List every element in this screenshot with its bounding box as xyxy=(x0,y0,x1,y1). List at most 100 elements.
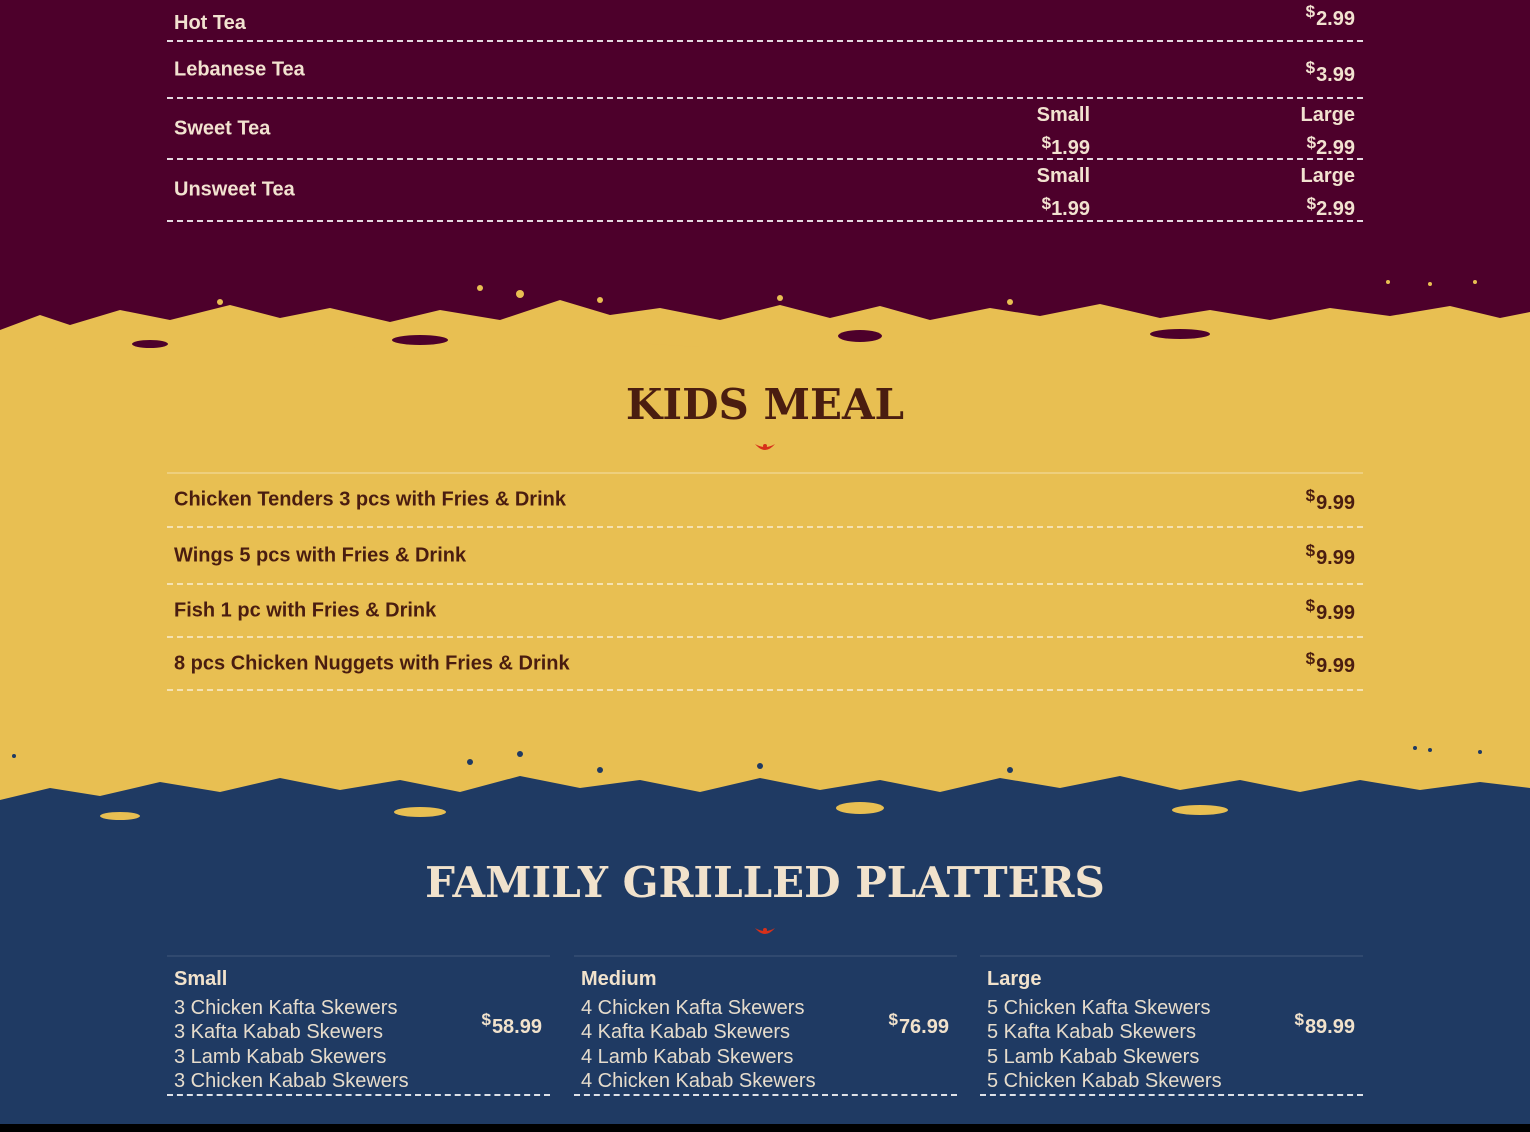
currency-symbol: $ xyxy=(888,1010,898,1029)
platter-size: Large xyxy=(987,968,1042,990)
currency-symbol: $ xyxy=(1305,649,1316,668)
price: $2.99 xyxy=(1307,194,1355,220)
price-value: 9.99 xyxy=(1316,602,1355,624)
tea-section: Hot Tea $2.99 Lebanese Tea $3.99 Sweet T… xyxy=(0,0,1530,330)
platter-items: 4 Chicken Kafta Skewers 4 Kafta Kabab Sk… xyxy=(581,996,816,1093)
platter-price: $89.99 xyxy=(1294,1010,1355,1039)
item-price: $9.99 xyxy=(1306,486,1355,515)
platter-size: Small xyxy=(174,968,228,990)
platter-items: 5 Chicken Kafta Skewers 5 Kafta Kabab Sk… xyxy=(987,996,1222,1093)
price-value: 76.99 xyxy=(898,1016,949,1038)
currency-symbol: $ xyxy=(1041,133,1052,152)
size-label: Large xyxy=(1300,104,1355,126)
list-item: 4 Kafta Kabab Skewers xyxy=(581,1021,791,1044)
bottom-bar xyxy=(0,1124,1530,1132)
price-value: 1.99 xyxy=(1051,137,1090,159)
menu-row: Lebanese Tea $3.99 xyxy=(167,42,1363,99)
currency-symbol: $ xyxy=(1305,541,1316,560)
price-value: 2.99 xyxy=(1316,8,1355,30)
menu-row: Wings 5 pcs with Fries & Drink $9.99 xyxy=(167,528,1363,585)
small-size-price: Small $1.99 xyxy=(1037,162,1090,223)
large-size-price: Large $2.99 xyxy=(1301,101,1355,162)
list-item: 5 Chicken Kafta Skewers xyxy=(987,997,1211,1019)
item-price: $2.99 xyxy=(1306,2,1355,31)
currency-symbol: $ xyxy=(1306,194,1317,213)
item-price: $9.99 xyxy=(1306,541,1355,570)
currency-symbol: $ xyxy=(1305,596,1316,615)
platter-price: $58.99 xyxy=(481,1010,542,1039)
divider xyxy=(574,955,957,957)
price-value: 3.99 xyxy=(1316,64,1355,86)
list-item: 4 Chicken Kafta Skewers xyxy=(581,997,805,1019)
tea-list: Hot Tea $2.99 Lebanese Tea $3.99 Sweet T… xyxy=(167,0,1363,222)
price: $1.99 xyxy=(1042,133,1090,159)
platter-small: Small 3 Chicken Kafta Skewers 3 Kafta Ka… xyxy=(167,960,550,1096)
currency-symbol: $ xyxy=(1041,194,1052,213)
ornament-icon xyxy=(755,928,775,934)
currency-symbol: $ xyxy=(481,1010,491,1029)
item-name: Hot Tea xyxy=(174,12,246,34)
kids-meal-section: KIDS MEAL Chicken Tenders 3 pcs with Fri… xyxy=(0,330,1530,800)
item-name: Lebanese Tea xyxy=(174,58,305,80)
ornament-icon xyxy=(755,444,775,450)
price-value: 2.99 xyxy=(1316,137,1355,159)
list-item: 3 Chicken Kafta Skewers xyxy=(174,997,398,1019)
list-item: 5 Kafta Kabab Skewers xyxy=(987,1021,1197,1044)
item-name: Chicken Tenders 3 pcs with Fries & Drink xyxy=(174,488,566,511)
currency-symbol: $ xyxy=(1305,58,1316,77)
section-title: KIDS MEAL xyxy=(625,380,905,429)
currency-symbol: $ xyxy=(1305,486,1316,505)
list-item: 3 Lamb Kabab Skewers xyxy=(174,1045,387,1068)
price-value: 89.99 xyxy=(1304,1016,1355,1038)
kids-list: Chicken Tenders 3 pcs with Fries & Drink… xyxy=(167,474,1363,691)
section-title: FAMILY GRILLED PLATTERS xyxy=(425,858,1105,907)
menu-row: Sweet Tea Small $1.99 Large $2.99 xyxy=(167,99,1363,160)
platter-large: Large 5 Chicken Kafta Skewers 5 Kafta Ka… xyxy=(980,960,1363,1096)
price-value: 1.99 xyxy=(1051,198,1090,220)
family-platters-section: FAMILY GRILLED PLATTERS Small 3 Chicken … xyxy=(0,800,1530,1124)
item-name: Fish 1 pc with Fries & Drink xyxy=(174,599,437,621)
price-value: 9.99 xyxy=(1316,655,1355,677)
price-value: 58.99 xyxy=(491,1016,542,1038)
item-price: $9.99 xyxy=(1306,649,1355,678)
item-name: Sweet Tea xyxy=(174,117,271,139)
price-value: 9.99 xyxy=(1316,492,1355,514)
menu-row: Chicken Tenders 3 pcs with Fries & Drink… xyxy=(167,474,1363,528)
item-name: Unsweet Tea xyxy=(174,178,295,201)
size-label: Large xyxy=(1300,165,1355,187)
item-name: Wings 5 pcs with Fries & Drink xyxy=(174,544,467,566)
large-size-price: Large $2.99 xyxy=(1301,162,1355,223)
price-value: 2.99 xyxy=(1316,198,1355,220)
platter-size: Medium xyxy=(581,968,657,990)
platter-price: $76.99 xyxy=(888,1010,949,1039)
menu-row: 8 pcs Chicken Nuggets with Fries & Drink… xyxy=(167,638,1363,691)
size-label: Small xyxy=(1036,104,1090,126)
list-item: 5 Chicken Kabab Skewers xyxy=(987,1069,1222,1092)
divider xyxy=(980,955,1363,957)
menu-row: Fish 1 pc with Fries & Drink $9.99 xyxy=(167,585,1363,638)
menu-row: Hot Tea $2.99 xyxy=(167,0,1363,42)
divider xyxy=(167,955,550,957)
item-price: $9.99 xyxy=(1306,596,1355,625)
price-value: 9.99 xyxy=(1316,547,1355,569)
list-item: 3 Chicken Kabab Skewers xyxy=(174,1069,409,1092)
item-price: $3.99 xyxy=(1306,58,1355,87)
platter-medium: Medium 4 Chicken Kafta Skewers 4 Kafta K… xyxy=(574,960,957,1096)
brush-divider-tea-kids xyxy=(0,280,1530,360)
currency-symbol: $ xyxy=(1305,2,1316,21)
item-name: 8 pcs Chicken Nuggets with Fries & Drink xyxy=(174,652,570,674)
currency-symbol: $ xyxy=(1294,1010,1304,1029)
list-item: 4 Chicken Kabab Skewers xyxy=(581,1069,816,1092)
brush-divider-kids-family xyxy=(0,746,1530,830)
small-size-price: Small $1.99 xyxy=(1037,101,1090,162)
list-item: 3 Kafta Kabab Skewers xyxy=(174,1021,384,1044)
price: $2.99 xyxy=(1307,133,1355,159)
list-item: 5 Lamb Kabab Skewers xyxy=(987,1045,1200,1068)
divider xyxy=(167,472,1363,474)
list-item: 4 Lamb Kabab Skewers xyxy=(581,1045,794,1068)
currency-symbol: $ xyxy=(1306,133,1317,152)
size-label: Small xyxy=(1036,165,1090,187)
menu-row: Unsweet Tea Small $1.99 Large $2.99 xyxy=(167,160,1363,222)
platter-items: 3 Chicken Kafta Skewers 3 Kafta Kabab Sk… xyxy=(174,996,409,1093)
price: $1.99 xyxy=(1042,194,1090,220)
